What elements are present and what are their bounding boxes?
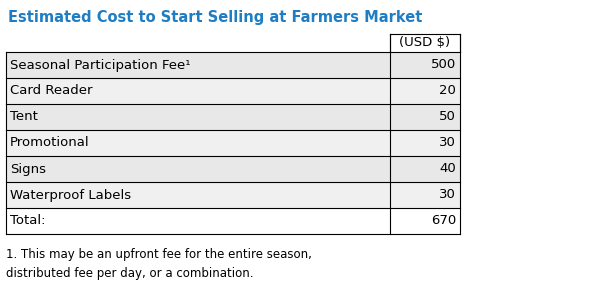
Bar [6, 52, 390, 78]
Text: Waterproof Labels: Waterproof Labels [10, 189, 131, 201]
Text: Signs: Signs [10, 162, 46, 176]
Bar [390, 156, 460, 182]
Text: 1. This may be an upfront fee for the entire season,
distributed fee per day, or: 1. This may be an upfront fee for the en… [6, 248, 312, 280]
Text: (USD $): (USD $) [400, 36, 451, 49]
Bar [390, 52, 460, 78]
Text: 500: 500 [431, 58, 456, 72]
Bar [6, 130, 390, 156]
Text: Seasonal Participation Fee¹: Seasonal Participation Fee¹ [10, 58, 191, 72]
Text: 20: 20 [439, 85, 456, 97]
Bar [390, 130, 460, 156]
Bar [390, 78, 460, 104]
Text: Total:: Total: [10, 215, 46, 227]
Text: Tent: Tent [10, 111, 38, 123]
Text: 40: 40 [439, 162, 456, 176]
Bar [6, 208, 390, 234]
Text: Promotional: Promotional [10, 136, 90, 150]
Text: Card Reader: Card Reader [10, 85, 93, 97]
Text: 670: 670 [431, 215, 456, 227]
Bar [6, 104, 390, 130]
Bar [6, 182, 390, 208]
Text: 30: 30 [439, 136, 456, 150]
Text: Estimated Cost to Start Selling at Farmers Market: Estimated Cost to Start Selling at Farme… [8, 10, 423, 25]
Bar [6, 156, 390, 182]
Bar [390, 104, 460, 130]
Bar [6, 78, 390, 104]
Bar [390, 182, 460, 208]
Bar [390, 208, 460, 234]
Text: 50: 50 [439, 111, 456, 123]
Text: 30: 30 [439, 189, 456, 201]
